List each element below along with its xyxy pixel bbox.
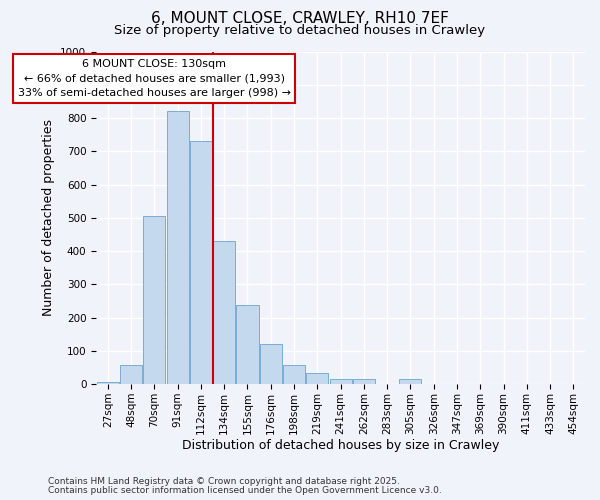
Y-axis label: Number of detached properties: Number of detached properties [42, 120, 55, 316]
Bar [213, 241, 235, 384]
Bar [400, 379, 421, 384]
Bar [353, 379, 375, 384]
Text: 6, MOUNT CLOSE, CRAWLEY, RH10 7EF: 6, MOUNT CLOSE, CRAWLEY, RH10 7EF [151, 11, 449, 26]
Text: Contains HM Land Registry data © Crown copyright and database right 2025.: Contains HM Land Registry data © Crown c… [48, 477, 400, 486]
Bar [306, 372, 328, 384]
Bar [329, 379, 352, 384]
Bar [190, 142, 212, 384]
Text: Size of property relative to detached houses in Crawley: Size of property relative to detached ho… [115, 24, 485, 37]
Bar [283, 365, 305, 384]
Bar [143, 216, 166, 384]
Text: Contains public sector information licensed under the Open Government Licence v3: Contains public sector information licen… [48, 486, 442, 495]
Text: 6 MOUNT CLOSE: 130sqm
← 66% of detached houses are smaller (1,993)
33% of semi-d: 6 MOUNT CLOSE: 130sqm ← 66% of detached … [18, 59, 291, 98]
Bar [97, 382, 119, 384]
Bar [260, 344, 282, 384]
Bar [236, 305, 259, 384]
X-axis label: Distribution of detached houses by size in Crawley: Distribution of detached houses by size … [182, 440, 499, 452]
Bar [120, 365, 142, 384]
Bar [167, 112, 188, 384]
